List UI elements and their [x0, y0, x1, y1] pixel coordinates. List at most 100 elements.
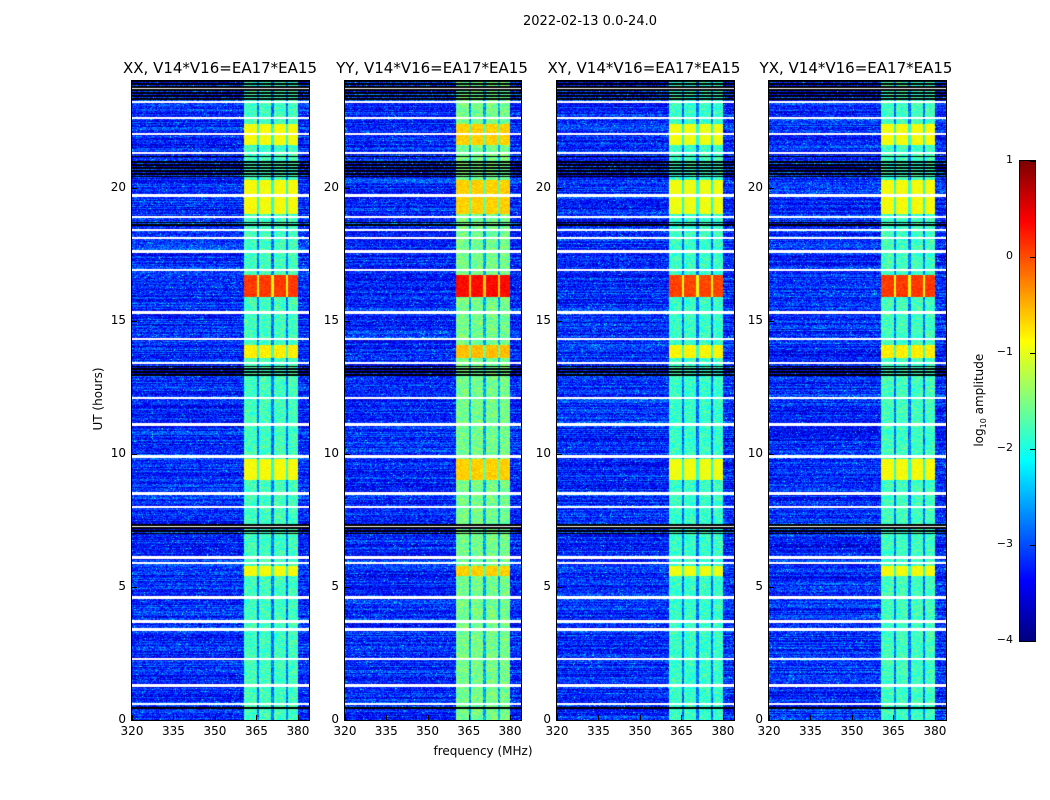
colorbar-tick [1030, 545, 1035, 546]
x-tick [345, 715, 346, 720]
x-tick-label: 380 [498, 724, 522, 738]
y-tick [132, 453, 137, 455]
x-tick [722, 715, 724, 720]
x-tick [557, 715, 558, 720]
colorbar-tick [1030, 161, 1035, 162]
y-tick-label: 15 [747, 312, 763, 327]
y-tick [345, 187, 350, 189]
x-tick-label: 320 [333, 724, 357, 738]
y-tick-label: 15 [110, 312, 126, 327]
y-tick-label: 20 [323, 179, 339, 194]
y-tick [557, 453, 562, 455]
x-tick-label: 335 [799, 724, 822, 738]
y-tick-label: 20 [110, 179, 126, 194]
x-tick [510, 715, 511, 720]
figure-title: 2022-02-13 0.0-24.0 [523, 14, 657, 29]
colorbar-tick-label: −2 [996, 441, 1013, 454]
y-tick [345, 720, 350, 721]
x-tick [598, 715, 600, 720]
heatmap-panel-yy [344, 80, 522, 721]
y-tick-label: 0 [755, 712, 763, 726]
x-tick [934, 715, 936, 720]
x-tick [173, 715, 175, 720]
x-tick-label: 350 [416, 724, 439, 738]
colorbar-tick [1030, 353, 1035, 354]
x-tick [214, 715, 216, 720]
y-tick-label: 20 [535, 179, 551, 194]
panel-title-yx: YX, V14*V16=EA17*EA15 [759, 59, 953, 77]
x-tick-label: 365 [882, 724, 905, 738]
x-tick [769, 715, 770, 720]
x-tick-label: 380 [923, 724, 947, 738]
x-tick [427, 715, 429, 720]
y-tick [769, 187, 774, 189]
heatmap-image-yy [345, 81, 521, 720]
y-tick [769, 320, 774, 322]
y-tick [345, 586, 350, 588]
y-tick [132, 187, 137, 189]
x-tick [256, 715, 258, 720]
panel-title-xy: XY, V14*V16=EA17*EA15 [547, 59, 741, 77]
x-axis-label: frequency (MHz) [433, 744, 533, 758]
panel-title-xx: XX, V14*V16=EA17*EA15 [122, 59, 317, 77]
y-tick-label: 15 [323, 312, 339, 327]
x-tick-label: 350 [628, 724, 652, 738]
y-tick-label: 5 [118, 578, 126, 593]
y-tick [557, 586, 562, 588]
y-tick [132, 586, 137, 588]
y-tick [769, 720, 774, 721]
x-tick [681, 715, 683, 720]
heatmap-image-xx [132, 81, 309, 720]
x-tick-label: 335 [587, 724, 610, 738]
heatmap-image-xy [557, 81, 734, 720]
colorbar-label-text: log [971, 428, 986, 447]
colorbar-label: log10 amplitude [972, 350, 988, 450]
x-tick-label: 365 [670, 724, 693, 738]
x-tick-label: 335 [162, 724, 185, 738]
y-axis-label: UT (hours) [91, 367, 105, 431]
x-tick-label: 320 [545, 724, 569, 738]
panel-title-yy: YY, V14*V16=EA17*EA15 [336, 59, 528, 77]
heatmap-image-yx [769, 81, 946, 720]
y-tick-label: 10 [747, 445, 763, 460]
y-tick [345, 320, 350, 322]
colorbar-tick-label: 0 [1006, 249, 1013, 262]
colorbar-tick [1030, 641, 1035, 642]
y-tick-label: 10 [535, 445, 551, 460]
colorbar-gradient [1020, 161, 1035, 641]
y-tick-label: 10 [323, 445, 339, 460]
colorbar [1019, 160, 1036, 642]
colorbar-tick [1030, 449, 1035, 450]
x-tick-label: 380 [711, 724, 735, 738]
x-tick [468, 715, 470, 720]
x-tick [297, 715, 299, 720]
y-tick-label: 0 [331, 712, 339, 726]
x-tick [639, 715, 641, 720]
colorbar-tick-label: −1 [996, 345, 1013, 358]
y-tick-label: 5 [331, 578, 339, 593]
y-tick [769, 453, 774, 455]
y-tick-label: 20 [747, 179, 763, 194]
colorbar-label-sub: 10 [979, 418, 989, 429]
x-tick-label: 350 [203, 724, 227, 738]
colorbar-label-rest: amplitude [971, 353, 986, 419]
colorbar-tick-label: 1 [1006, 153, 1013, 166]
x-tick-label: 335 [374, 724, 398, 738]
x-tick-label: 365 [245, 724, 268, 738]
x-tick [851, 715, 853, 720]
y-tick-label: 0 [543, 712, 551, 726]
y-tick-label: 0 [118, 712, 126, 726]
x-tick [132, 715, 133, 720]
x-tick [810, 715, 812, 720]
x-tick-label: 320 [120, 724, 144, 738]
x-tick-label: 365 [457, 724, 481, 738]
x-tick [386, 715, 388, 720]
x-tick-label: 350 [840, 724, 864, 738]
y-tick [769, 586, 774, 588]
y-tick-label: 5 [543, 578, 551, 593]
y-tick [557, 187, 562, 189]
y-tick-label: 5 [755, 578, 763, 593]
heatmap-panel-xy [556, 80, 735, 721]
y-tick [132, 720, 137, 721]
